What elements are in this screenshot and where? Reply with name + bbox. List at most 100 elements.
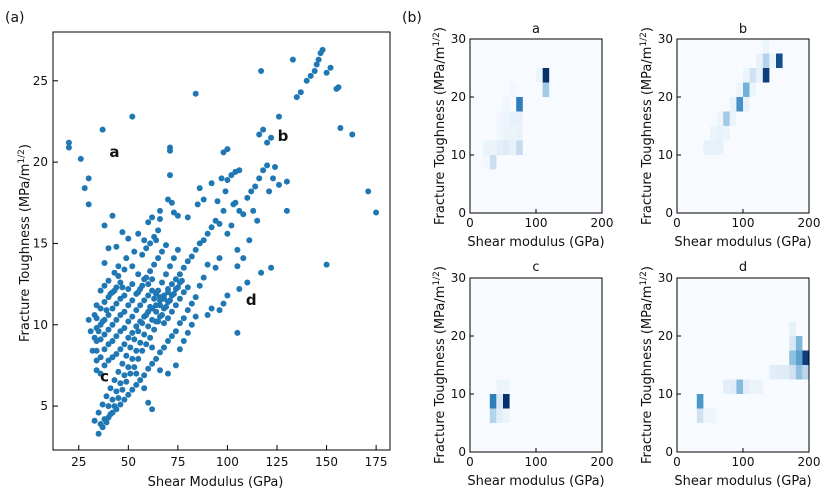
scatter-point	[93, 357, 100, 364]
scatter-point	[319, 46, 326, 53]
scatter-point	[315, 56, 322, 63]
scatter-point	[153, 308, 160, 315]
heatmap-cell	[542, 82, 550, 97]
scatter-point	[129, 329, 136, 336]
heatmap-cell	[496, 126, 503, 141]
scatter-point	[143, 274, 150, 281]
scatter-point	[129, 113, 136, 120]
scatter-point	[125, 286, 132, 292]
scatter-point	[97, 305, 104, 312]
scatter-point	[323, 261, 330, 268]
heatmap-cell	[743, 379, 750, 394]
scatter-point	[157, 367, 163, 374]
scatter-point	[133, 381, 140, 388]
heatmap-cell	[782, 365, 790, 380]
scatter-point	[105, 341, 112, 348]
scatter-point	[264, 162, 271, 169]
scatter-point	[149, 406, 156, 413]
ha-cells	[483, 68, 550, 170]
heatmap-cell	[710, 126, 717, 141]
scatter-point	[153, 355, 160, 362]
scatter-y-tick-label: 15	[33, 236, 48, 250]
heatmap-d-title: d	[739, 260, 747, 275]
scatter-point	[194, 201, 201, 208]
heatmap-cell	[762, 68, 770, 83]
scatter-point	[145, 219, 152, 226]
scatter-point	[204, 261, 211, 268]
region-label-b: b	[278, 127, 289, 145]
scatter-point	[155, 227, 162, 234]
scatter-point	[161, 344, 167, 351]
scatter-point	[151, 295, 158, 302]
scatter-point	[143, 245, 150, 252]
scatter-point	[65, 144, 72, 151]
scatter-point	[105, 326, 112, 333]
scatter-point	[149, 316, 156, 323]
scatter-point	[192, 246, 199, 253]
region-label-a: a	[109, 143, 119, 161]
heatmap-cell	[489, 408, 497, 423]
scatter-point	[270, 175, 276, 182]
scatter-point	[97, 354, 104, 361]
panel-b-label: (b)	[402, 10, 422, 26]
scatter-point	[141, 372, 148, 379]
scatter-point	[236, 286, 243, 292]
scatter-point	[272, 164, 278, 170]
scatter-point	[115, 263, 122, 270]
scatter-point	[103, 393, 110, 400]
scatter-point	[147, 240, 154, 247]
heatmap-cell	[716, 126, 724, 141]
heatmap-b-title: b	[739, 22, 747, 37]
scatter-point	[151, 261, 158, 268]
scatter-point	[109, 212, 116, 219]
scatter-point	[125, 302, 132, 309]
scatter-point	[145, 323, 152, 330]
heatmap-x-tick-label: 100	[732, 216, 755, 230]
heatmap-cell	[795, 350, 803, 365]
scatter-point	[147, 268, 154, 275]
hb-cells	[703, 39, 783, 155]
scatter-point	[165, 370, 171, 377]
scatter-point	[256, 175, 263, 182]
scatter-point	[276, 181, 282, 188]
scatter-point	[119, 360, 126, 367]
scatter-point	[123, 352, 130, 359]
scatter-point	[184, 307, 191, 314]
scatter-point	[101, 331, 108, 338]
heatmap-x-tick-label: 200	[798, 455, 821, 469]
scatter-point	[180, 315, 187, 322]
scatter-point	[176, 346, 183, 353]
scatter-point	[208, 305, 215, 312]
scatter-point	[264, 139, 271, 146]
heatmap-cell	[509, 126, 517, 141]
scatter-point	[172, 362, 179, 369]
scatter-point	[137, 318, 144, 325]
heatmap-cell	[795, 365, 803, 380]
heatmap-cell	[696, 394, 704, 409]
heatmap-y-tick-label: 30	[658, 32, 673, 46]
scatter-point	[200, 274, 207, 281]
scatter-point	[155, 287, 162, 294]
scatter-point	[125, 364, 132, 371]
scatter-point	[172, 286, 179, 292]
scatter-point	[172, 276, 179, 283]
scatter-point	[176, 279, 183, 286]
scatter-x-tick-label: 175	[365, 455, 388, 469]
scatter-point	[133, 307, 140, 314]
scatter-point	[127, 370, 134, 377]
heatmap-y-tick-label: 20	[658, 90, 673, 104]
heatmap-cell	[736, 379, 743, 394]
scatter-point	[129, 263, 136, 270]
scatter-x-tick-label: 150	[315, 455, 338, 469]
scatter-point	[192, 294, 199, 301]
scatter-point	[174, 212, 181, 219]
heatmap-x-tick-label: 100	[525, 455, 548, 469]
heatmap-cell	[503, 379, 510, 394]
scatter-point	[121, 308, 128, 315]
heatmap-cell	[483, 140, 490, 155]
scatter-point	[133, 347, 140, 354]
heatmap-cell	[516, 97, 523, 112]
scatter-point	[168, 281, 175, 288]
scatter-point	[224, 292, 231, 299]
